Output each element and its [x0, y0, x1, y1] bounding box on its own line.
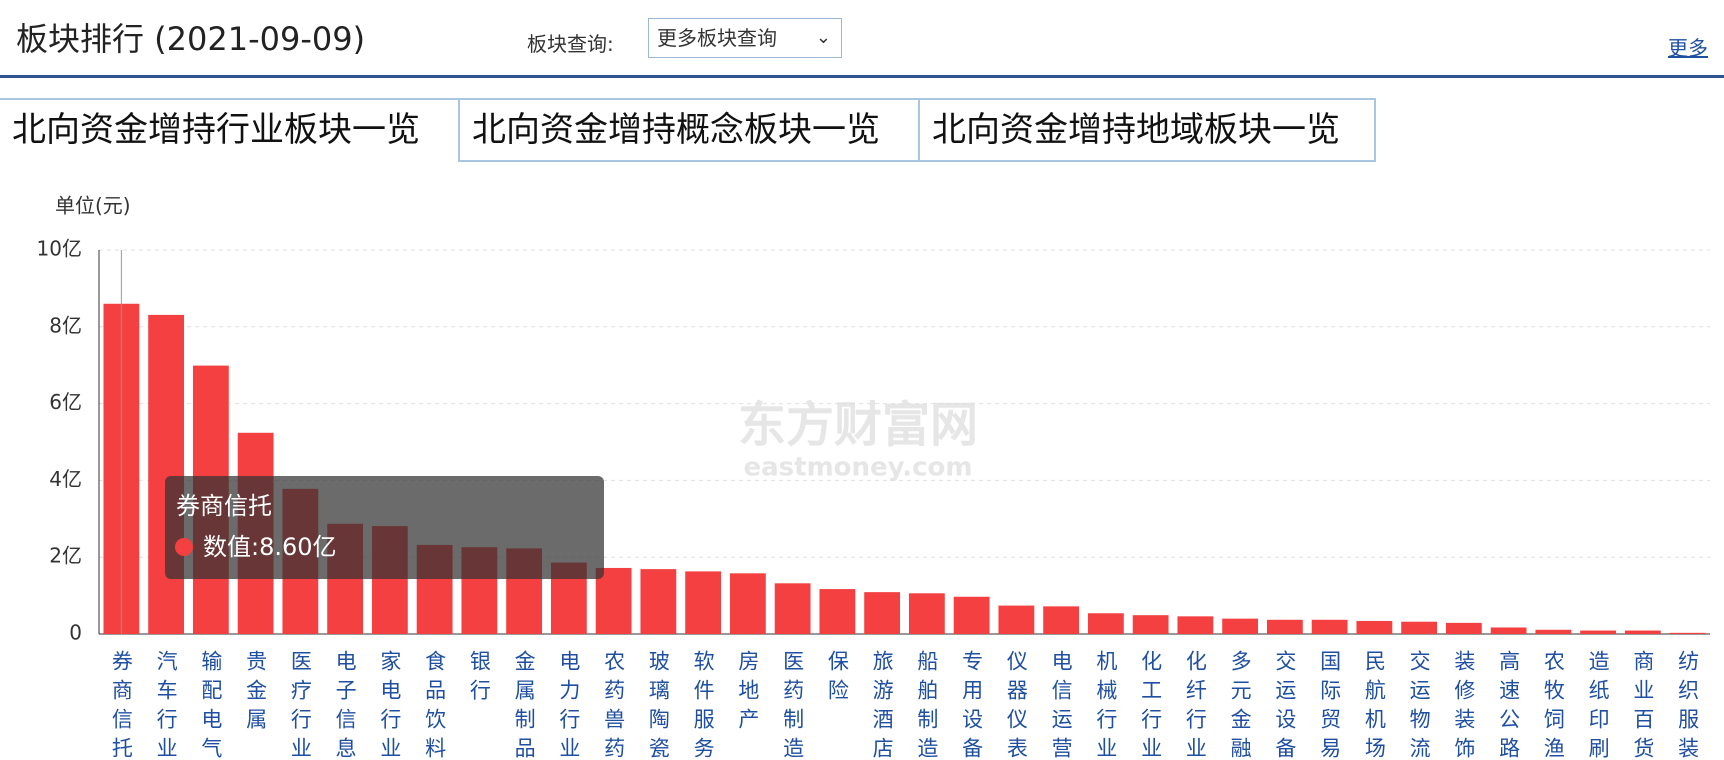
select-text: 更多板块查询 — [657, 26, 777, 50]
bar — [1043, 606, 1080, 634]
x-tick-label: 家电行业 — [378, 650, 402, 760]
y-tick-label: 6亿 — [49, 390, 82, 414]
bar — [1266, 619, 1303, 634]
bar — [998, 605, 1035, 634]
bar — [1490, 627, 1527, 634]
x-tick-label: 交运设备 — [1273, 650, 1297, 760]
y-tick-label: 0 — [69, 621, 82, 645]
tab[interactable]: 北向资金增持地域板块一览 — [918, 98, 1376, 162]
bar — [1535, 629, 1572, 634]
tab[interactable]: 北向资金增持概念板块一览 — [458, 98, 920, 162]
bar — [103, 303, 140, 634]
x-tick-label: 汽车行业 — [154, 650, 178, 760]
bar — [819, 589, 856, 634]
watermark-sub: eastmoney.com — [744, 453, 973, 483]
x-tick-label: 旅游酒店 — [870, 650, 894, 760]
x-tick-label: 仪器仪表 — [1004, 650, 1028, 760]
tab-active[interactable]: 北向资金增持行业板块一览 — [0, 98, 460, 162]
bar — [282, 488, 319, 634]
x-tick-label: 玻璃陶瓷 — [646, 650, 670, 760]
bar — [327, 523, 364, 634]
y-tick-label: 4亿 — [49, 467, 82, 491]
bar — [1624, 630, 1661, 634]
bar — [192, 365, 229, 634]
bar — [1177, 616, 1214, 634]
x-tick-label: 房地产 — [736, 650, 760, 737]
x-tick-label: 高速公路 — [1497, 650, 1521, 760]
x-tick-label: 化纤行业 — [1183, 650, 1207, 760]
x-tick-label: 多元金融 — [1228, 650, 1252, 760]
x-tick-label: 船舶制造 — [915, 650, 939, 760]
bar — [148, 314, 185, 634]
x-tick-label: 电力行业 — [557, 650, 581, 760]
y-tick-label: 10亿 — [37, 237, 82, 261]
x-tick-label: 医疗行业 — [288, 650, 312, 760]
y-tick-label: 2亿 — [49, 544, 82, 568]
x-tick-label: 民航机场 — [1362, 650, 1386, 760]
query-label: 板块查询: — [527, 32, 614, 56]
bar — [774, 583, 811, 634]
x-tick-label: 专用设备 — [960, 650, 984, 760]
x-tick-label: 国际贸易 — [1318, 650, 1342, 760]
bar — [685, 571, 722, 634]
bar — [953, 596, 990, 634]
bar — [371, 526, 408, 634]
bar — [550, 562, 587, 634]
x-tick-label: 贵金属 — [244, 650, 268, 737]
y-tick-label: 8亿 — [49, 313, 82, 337]
bar — [1401, 621, 1438, 634]
x-tick-label: 农药兽药 — [602, 650, 626, 760]
x-tick-label: 机械行业 — [1094, 650, 1118, 760]
bar — [461, 547, 498, 634]
x-tick-label: 电信运营 — [1049, 650, 1073, 760]
bar — [1087, 613, 1124, 634]
unit-label: 单位(元) — [55, 194, 131, 218]
bar — [1356, 620, 1393, 634]
x-tick-label: 券商信托 — [109, 650, 133, 760]
bar — [640, 569, 677, 634]
bar — [416, 544, 453, 634]
x-tick-label: 输配电气 — [199, 650, 223, 760]
bar — [1445, 622, 1482, 634]
bar — [595, 567, 632, 634]
bar — [1222, 618, 1259, 634]
x-tick-label: 交运物流 — [1407, 650, 1431, 760]
bar — [864, 592, 901, 634]
x-tick-label: 化工行业 — [1139, 650, 1163, 760]
x-tick-label: 造纸印刷 — [1586, 650, 1610, 760]
page-title: 板块排行 (2021-09-09) — [16, 20, 366, 58]
tooltip-title: 券商信托 — [176, 492, 272, 520]
bar — [237, 432, 274, 634]
x-tick-label: 食品饮料 — [423, 650, 447, 760]
bar — [729, 573, 766, 634]
bar — [1580, 630, 1617, 634]
x-tick-label: 软件服务 — [691, 650, 715, 760]
select-arrow: ⌄ — [815, 27, 831, 48]
x-tick-label: 电子信息 — [333, 650, 357, 760]
x-tick-label: 保险 — [825, 650, 849, 708]
watermark: 东方财富网 — [738, 397, 978, 453]
x-tick-label: 银行 — [467, 650, 491, 708]
x-tick-label: 金属制品 — [512, 650, 536, 760]
tooltip-marker — [175, 538, 193, 556]
tooltip-text: 数值:8.60亿 — [203, 533, 337, 561]
more-link[interactable]: 更多 — [1668, 36, 1708, 60]
header-rule — [0, 75, 1724, 78]
tooltip-box — [165, 476, 604, 579]
bar — [908, 593, 945, 634]
x-tick-label: 装修装饰 — [1452, 650, 1476, 760]
x-tick-label: 医药制造 — [781, 650, 805, 760]
x-tick-label: 纺织服装 — [1676, 650, 1700, 760]
bar — [1669, 632, 1706, 634]
bar — [1311, 619, 1348, 634]
bar — [506, 548, 543, 634]
bar — [1132, 615, 1169, 634]
x-tick-label: 农牧饲渔 — [1541, 650, 1565, 760]
x-tick-label: 商业百货 — [1631, 650, 1655, 760]
query-select[interactable]: 更多板块查询 ⌄ — [648, 18, 842, 58]
